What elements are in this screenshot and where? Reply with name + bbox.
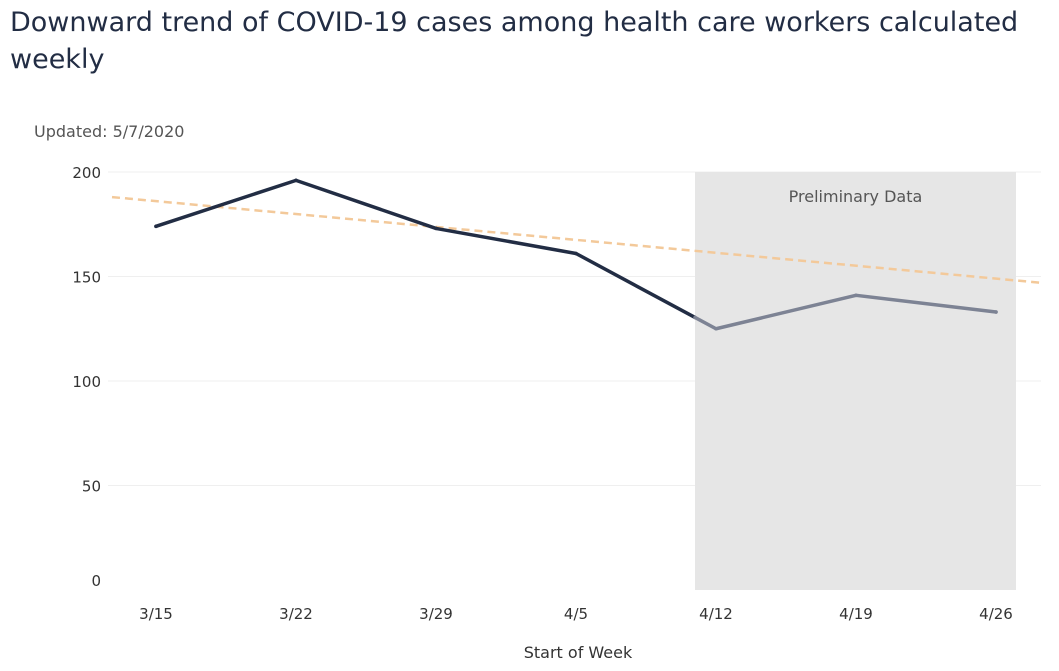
series-line-preliminary [693,293,998,331]
preliminary-data-label: Preliminary Data [789,187,923,206]
data-point [294,178,298,183]
y-tick-label: 100 [72,373,101,391]
x-axis-label: Start of Week [524,643,633,662]
x-tick-label: 4/26 [979,605,1013,623]
x-tick-label: 4/12 [699,605,733,623]
y-axis-ticks: 0 50 100 150 200 [72,164,101,590]
data-point [574,251,578,256]
y-tick-label: 50 [82,478,101,496]
data-point [434,226,438,231]
y-tick-label: 150 [72,269,101,287]
series-line-confirmed [154,178,697,320]
x-tick-label: 4/5 [564,605,588,623]
data-point [854,293,858,298]
x-tick-label: 3/15 [139,605,173,623]
x-tick-label: 3/29 [419,605,453,623]
x-tick-label: 4/19 [839,605,873,623]
data-point [714,326,718,331]
y-tick-label: 0 [91,572,101,590]
y-tick-label: 200 [72,164,101,182]
x-tick-label: 3/22 [279,605,313,623]
updated-date: Updated: 5/7/2020 [34,122,185,141]
x-axis-ticks: 3/15 3/22 3/29 4/5 4/12 4/19 4/26 [139,605,1013,623]
series-lines [154,178,998,331]
preliminary-data-region [695,172,1016,590]
data-point [994,310,998,314]
data-point [154,224,158,229]
chart-title: Downward trend of COVID-19 cases among h… [10,7,1019,75]
